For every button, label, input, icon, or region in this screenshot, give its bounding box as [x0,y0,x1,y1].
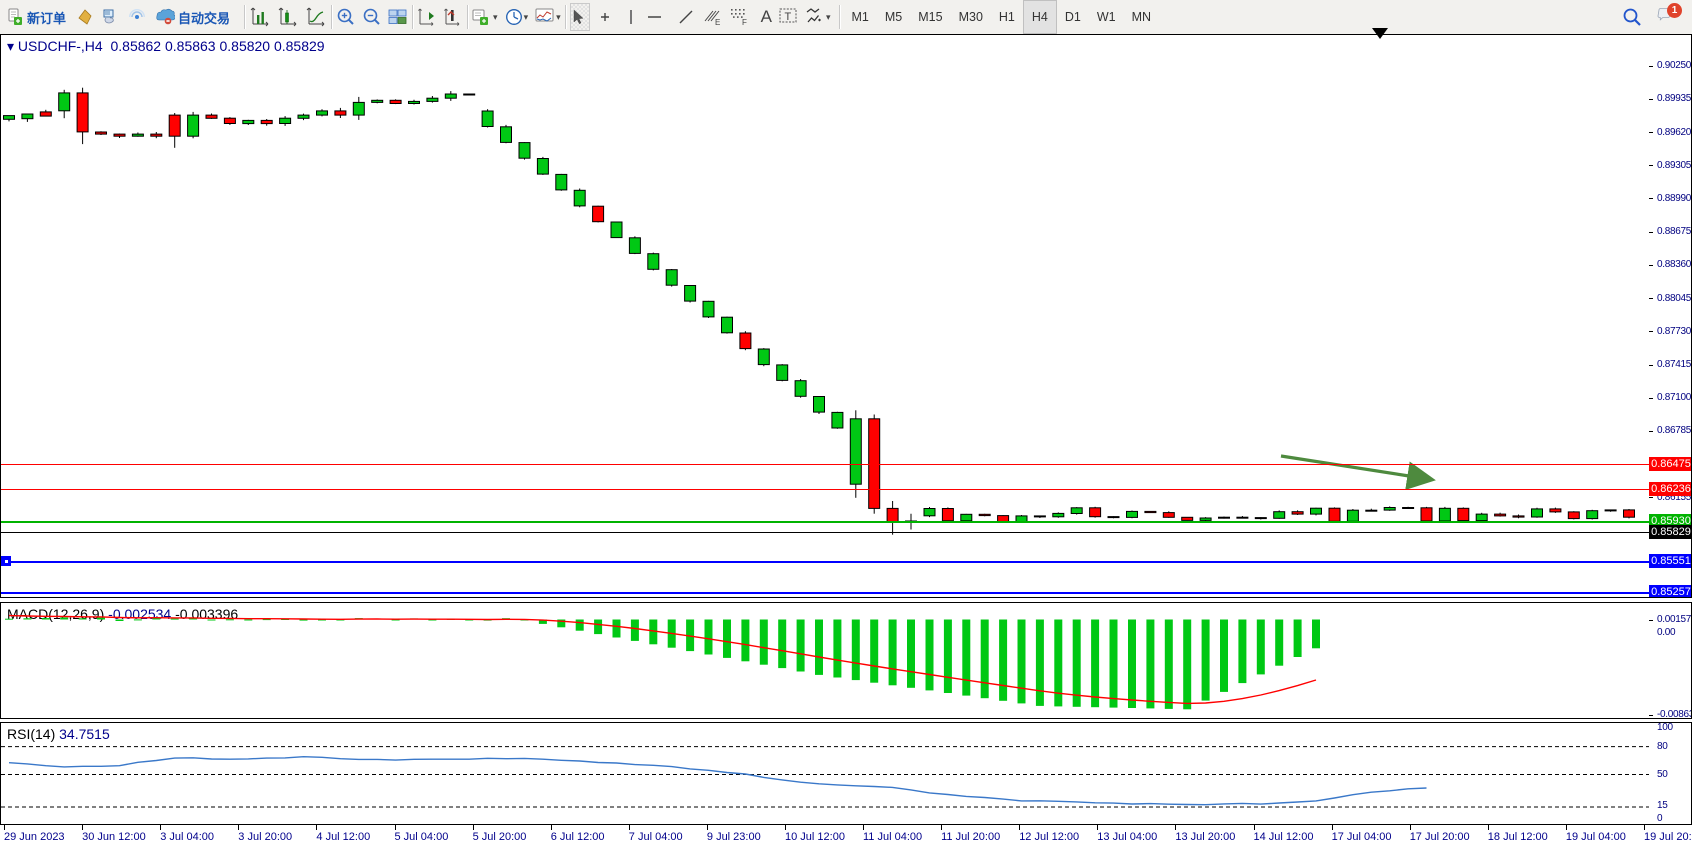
svg-text:T: T [784,11,791,23]
svg-text:F: F [742,18,747,26]
svg-text:E: E [715,18,720,26]
